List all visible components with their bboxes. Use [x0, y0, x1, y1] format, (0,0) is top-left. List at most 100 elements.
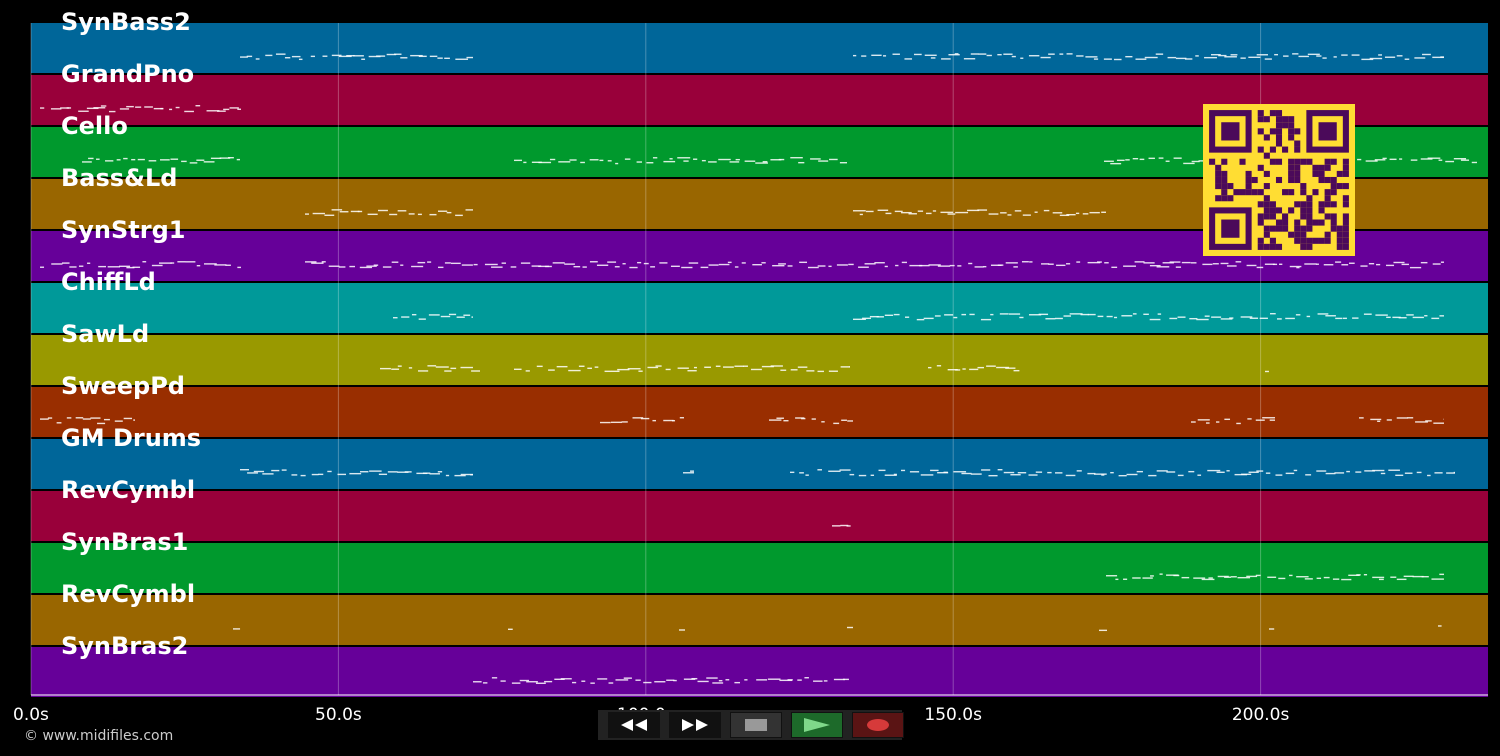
note-mark — [444, 57, 450, 59]
note-mark — [1262, 417, 1275, 419]
note-mark — [806, 370, 815, 372]
note-mark — [1395, 474, 1404, 477]
note-mark — [1167, 56, 1177, 59]
note-mark — [1296, 266, 1300, 269]
note-mark — [1013, 369, 1020, 372]
note-mark — [1041, 263, 1050, 265]
note-mark — [937, 472, 949, 474]
note-mark — [1148, 474, 1157, 477]
play-icon — [804, 718, 830, 732]
note-mark — [203, 161, 215, 163]
fast-forward-button[interactable] — [669, 712, 721, 738]
note-mark — [1087, 472, 1096, 475]
note-mark — [1045, 318, 1056, 320]
note-mark — [378, 209, 388, 212]
note-mark — [1121, 315, 1133, 317]
note-mark — [1323, 576, 1330, 579]
note-mark — [1017, 472, 1027, 474]
note-mark — [1236, 422, 1241, 425]
note-mark — [1034, 211, 1038, 213]
note-mark — [988, 213, 999, 215]
note-mark — [1415, 421, 1428, 423]
note-mark — [322, 55, 328, 57]
note-mark — [346, 54, 355, 57]
note-mark — [1359, 417, 1364, 419]
note-mark — [1085, 56, 1098, 58]
note-mark — [666, 679, 675, 681]
note-mark — [1393, 261, 1405, 264]
note-mark — [847, 626, 853, 629]
rewind-button[interactable] — [608, 712, 660, 738]
note-mark — [118, 265, 131, 268]
note-mark — [1169, 317, 1178, 320]
note-mark — [1427, 474, 1431, 477]
note-mark — [349, 472, 362, 475]
note-mark — [1028, 55, 1040, 57]
note-mark — [596, 264, 609, 266]
note-mark — [435, 366, 449, 368]
note-mark — [1368, 262, 1375, 265]
note-mark — [801, 417, 806, 420]
track-label: Bass&Ld — [61, 164, 178, 192]
note-mark — [811, 418, 816, 420]
note-mark — [1351, 54, 1360, 56]
note-mark — [1175, 57, 1187, 60]
note-mark — [600, 421, 611, 424]
note-mark — [291, 55, 301, 58]
note-mark — [1304, 263, 1317, 265]
note-mark — [1005, 262, 1018, 264]
note-mark — [790, 369, 798, 371]
track-band — [31, 439, 1488, 489]
play-button[interactable] — [791, 712, 843, 738]
note-mark — [848, 263, 854, 266]
note-mark — [1240, 57, 1246, 59]
track-label: SynBras2 — [61, 632, 189, 660]
note-mark — [82, 418, 91, 420]
note-mark — [1156, 266, 1170, 268]
note-mark — [635, 679, 641, 681]
note-mark — [1342, 317, 1347, 320]
note-mark — [893, 473, 897, 476]
note-mark — [1218, 54, 1227, 57]
note-mark — [438, 266, 444, 269]
note-mark — [780, 369, 787, 371]
note-mark — [78, 110, 89, 112]
note-mark — [446, 211, 452, 214]
note-mark — [623, 677, 632, 679]
note-mark — [1220, 318, 1233, 320]
note-mark — [219, 157, 231, 159]
stop-button[interactable] — [730, 712, 782, 738]
note-mark — [1316, 470, 1327, 472]
note-mark — [624, 158, 631, 160]
note-mark — [373, 264, 379, 266]
note-mark — [1217, 575, 1229, 578]
note-mark — [132, 266, 141, 268]
note-mark — [665, 368, 671, 371]
note-mark — [445, 474, 450, 477]
track-band — [31, 543, 1488, 593]
note-mark — [919, 264, 930, 267]
note-mark — [312, 212, 325, 215]
note-mark — [1372, 469, 1385, 472]
note-mark — [246, 55, 253, 58]
note-mark — [1376, 263, 1381, 266]
record-button[interactable] — [852, 712, 904, 738]
note-mark — [1000, 212, 1007, 214]
note-mark — [473, 681, 482, 683]
note-mark — [1264, 263, 1275, 265]
note-mark — [1094, 473, 1107, 475]
note-mark — [126, 266, 135, 269]
note-mark — [894, 210, 903, 213]
note-mark — [1197, 419, 1210, 421]
note-mark — [990, 313, 994, 316]
note-mark — [465, 209, 473, 211]
note-mark — [305, 213, 309, 215]
note-mark — [1104, 262, 1109, 264]
note-mark — [1360, 265, 1368, 267]
note-mark — [1181, 261, 1191, 264]
note-mark — [1439, 573, 1444, 576]
note-mark — [1159, 573, 1163, 575]
note-mark — [637, 261, 642, 264]
note-mark — [858, 474, 867, 477]
note-mark — [810, 158, 821, 160]
